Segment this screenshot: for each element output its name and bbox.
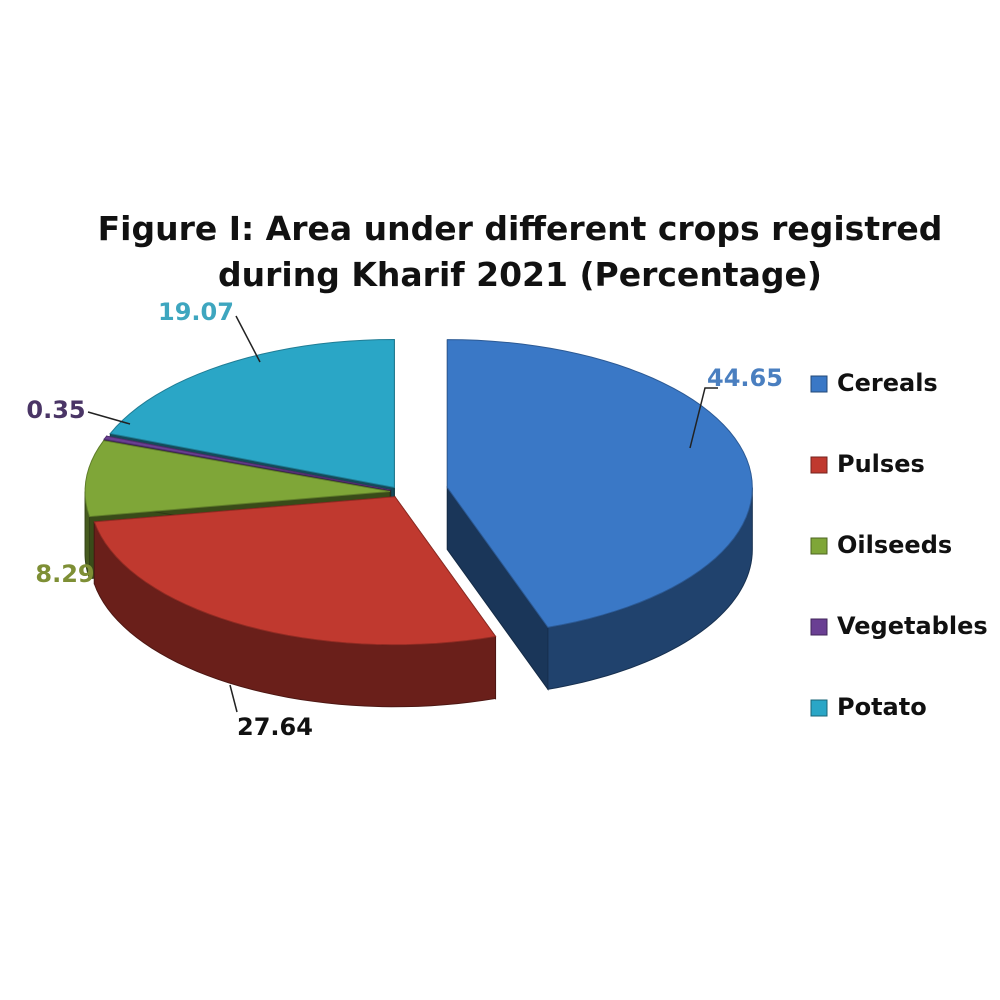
leader-line-vegetables <box>87 411 131 425</box>
chart-title-line-1: Figure I: Area under different crops reg… <box>98 209 943 248</box>
leader-line-cereals <box>689 387 718 449</box>
legend-swatch-pulses <box>810 456 828 474</box>
data-label-oilseeds: 8.29 <box>35 560 94 588</box>
pie-slices <box>84 338 753 708</box>
data-label-pulses: 27.64 <box>237 713 313 741</box>
data-label-vegetables: 0.35 <box>26 396 85 424</box>
leader-line-potato <box>235 315 261 363</box>
legend-label-vegetables: Vegetables <box>837 612 988 640</box>
legend-item-vegetables: Vegetables <box>810 612 988 640</box>
legend-label-pulses: Pulses <box>837 450 925 478</box>
leader-line-pulses <box>229 684 238 713</box>
chart-title-line-2: during Kharif 2021 (Percentage) <box>218 255 822 294</box>
legend-swatch-cereals <box>810 375 828 393</box>
legend-item-oilseeds: Oilseeds <box>810 531 952 559</box>
legend-label-oilseeds: Oilseeds <box>837 531 952 559</box>
pie-slice-pulses <box>93 495 497 708</box>
legend-item-pulses: Pulses <box>810 450 925 478</box>
pie-slice-cereals <box>446 339 753 691</box>
legend-label-potato: Potato <box>837 693 927 721</box>
legend-item-potato: Potato <box>810 693 927 721</box>
legend-label-cereals: Cereals <box>837 369 938 397</box>
data-label-potato: 19.07 <box>158 298 234 326</box>
legend-swatch-oilseeds <box>810 537 828 555</box>
legend-swatch-vegetables <box>810 618 828 636</box>
legend: Cereals Pulses Oilseeds Vegetables Potato <box>810 369 988 721</box>
data-label-cereals: 44.65 <box>707 364 783 392</box>
legend-swatch-potato <box>810 699 828 717</box>
data-labels: 44.65 27.64 8.29 0.35 19.07 <box>26 298 783 741</box>
legend-item-cereals: Cereals <box>810 369 938 397</box>
